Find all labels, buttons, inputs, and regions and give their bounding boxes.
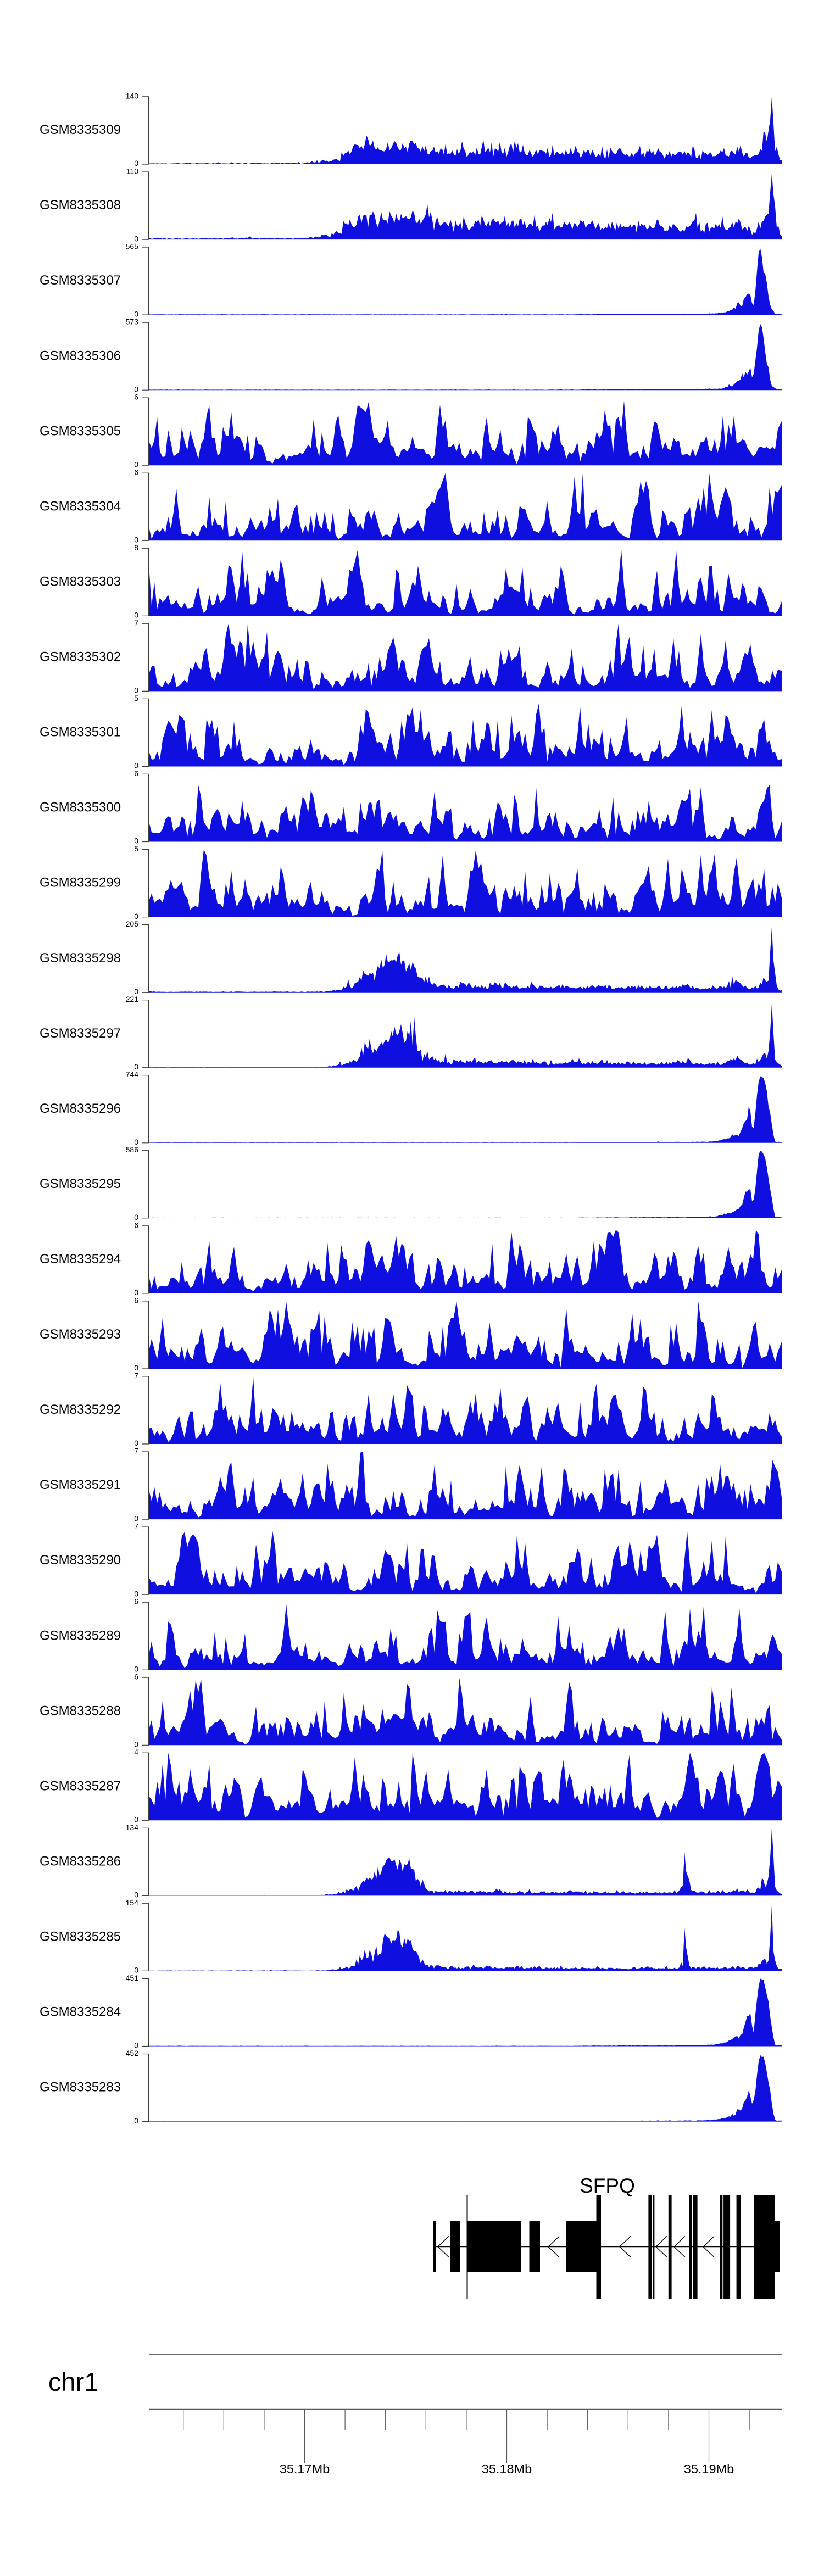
svg-text:0: 0 [134,837,138,845]
svg-text:0: 0 [134,1664,138,1673]
svg-text:0: 0 [134,1740,138,1749]
svg-text:GSM8335309: GSM8335309 [40,122,121,137]
svg-text:205: 205 [126,919,139,928]
svg-text:7: 7 [134,1371,138,1380]
svg-text:110: 110 [126,167,139,176]
svg-text:GSM8335298: GSM8335298 [40,951,121,966]
svg-text:35.19Mb: 35.19Mb [684,2462,734,2476]
svg-text:0: 0 [134,1363,138,1372]
svg-text:GSM8335291: GSM8335291 [40,1477,121,1492]
svg-text:0: 0 [134,1138,138,1146]
svg-text:GSM8335295: GSM8335295 [40,1177,121,1191]
svg-text:GSM8335288: GSM8335288 [40,1703,121,1718]
svg-text:0: 0 [134,761,138,770]
svg-text:GSM8335296: GSM8335296 [40,1101,121,1116]
svg-text:0: 0 [134,1891,138,1899]
svg-text:GSM8335299: GSM8335299 [40,876,121,890]
svg-text:0: 0 [134,384,138,393]
svg-text:0: 0 [134,1438,138,1447]
svg-text:221: 221 [126,995,139,1003]
svg-text:35.18Mb: 35.18Mb [482,2462,532,2476]
svg-text:GSM8335297: GSM8335297 [40,1026,121,1041]
svg-text:0: 0 [134,2041,138,2050]
svg-text:134: 134 [126,1823,139,1832]
svg-text:0: 0 [134,912,138,921]
svg-text:0: 0 [134,987,138,996]
svg-text:6: 6 [134,1672,138,1681]
svg-text:GSM8335283: GSM8335283 [40,2080,121,2095]
svg-text:SFPQ: SFPQ [580,2174,635,2197]
svg-text:154: 154 [126,1898,139,1907]
svg-text:452: 452 [126,2049,139,2058]
svg-text:6: 6 [134,393,138,402]
svg-text:7: 7 [134,1447,138,1456]
svg-text:GSM8335304: GSM8335304 [40,499,121,514]
svg-text:0: 0 [134,234,138,243]
svg-text:GSM8335302: GSM8335302 [40,650,121,665]
svg-text:GSM8335286: GSM8335286 [40,1854,121,1869]
svg-text:GSM8335285: GSM8335285 [40,1930,121,1944]
svg-text:GSM8335287: GSM8335287 [40,1778,121,1793]
svg-text:0: 0 [134,1062,138,1071]
svg-text:6: 6 [134,1597,138,1606]
svg-text:GSM8335301: GSM8335301 [40,725,121,740]
svg-text:0: 0 [134,1589,138,1598]
svg-text:0: 0 [134,536,138,544]
svg-text:6: 6 [134,468,138,477]
svg-text:0: 0 [134,1514,138,1523]
svg-text:744: 744 [126,1070,139,1079]
svg-text:chr1: chr1 [48,2367,98,2396]
svg-text:GSM8335289: GSM8335289 [40,1628,121,1643]
svg-text:5: 5 [134,844,138,853]
svg-text:GSM8335290: GSM8335290 [40,1553,121,1568]
svg-text:0: 0 [134,611,138,620]
svg-text:0: 0 [134,1288,138,1297]
svg-text:6: 6 [134,1220,138,1229]
svg-text:GSM8335300: GSM8335300 [40,800,121,815]
svg-text:7: 7 [134,1522,138,1531]
svg-text:GSM8335303: GSM8335303 [40,575,121,589]
svg-text:573: 573 [126,317,139,326]
svg-text:GSM8335308: GSM8335308 [40,198,121,213]
svg-text:140: 140 [126,91,139,100]
svg-text:0: 0 [134,159,138,168]
svg-text:GSM8335294: GSM8335294 [40,1252,121,1267]
svg-text:4: 4 [134,1748,138,1757]
svg-text:35.17Mb: 35.17Mb [280,2462,330,2476]
svg-text:0: 0 [134,309,138,318]
svg-text:GSM8335305: GSM8335305 [40,423,121,438]
svg-text:GSM8335307: GSM8335307 [40,273,121,288]
svg-text:0: 0 [134,1213,138,1222]
svg-text:5: 5 [134,694,138,702]
svg-text:451: 451 [126,1973,139,1982]
svg-text:0: 0 [134,1966,138,1975]
svg-text:GSM8335293: GSM8335293 [40,1327,121,1342]
svg-text:0: 0 [134,686,138,695]
svg-text:8: 8 [134,543,138,552]
svg-text:GSM8335284: GSM8335284 [40,2005,121,2020]
svg-text:565: 565 [126,242,139,251]
svg-text:586: 586 [126,1145,139,1154]
svg-text:0: 0 [134,1815,138,1824]
svg-text:7: 7 [134,618,138,627]
svg-text:GSM8335306: GSM8335306 [40,348,121,363]
svg-text:0: 0 [134,460,138,469]
svg-text:0: 0 [134,2116,138,2125]
svg-text:GSM8335292: GSM8335292 [40,1402,121,1417]
svg-text:6: 6 [134,769,138,778]
svg-text:6: 6 [134,1296,138,1304]
